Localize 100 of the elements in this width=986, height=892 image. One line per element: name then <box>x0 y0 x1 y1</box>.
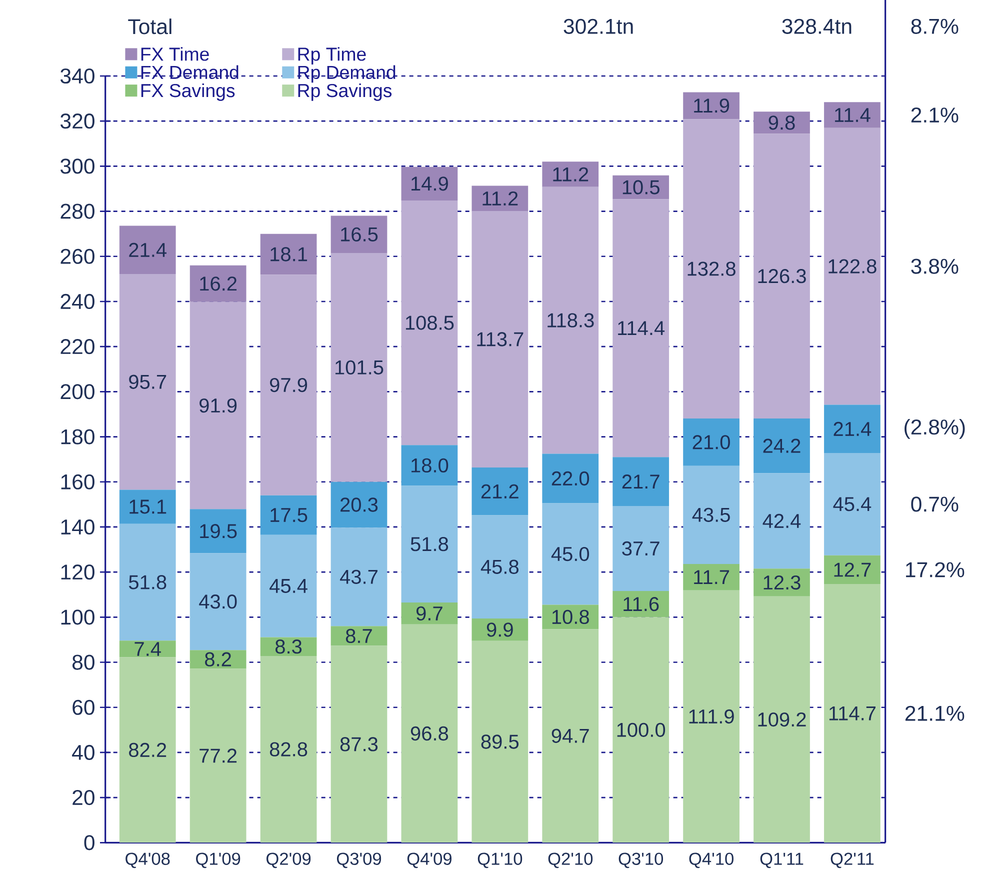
x-tick-label: Q2'11 <box>830 852 874 868</box>
text: 302.1tn <box>564 18 633 34</box>
y-tick-label: 240 <box>60 294 94 310</box>
text: 328.4tn <box>782 18 852 34</box>
data-label: 101.5 <box>335 360 384 374</box>
y-tick-label: 120 <box>61 564 94 580</box>
x-tick-label: Q4'09 <box>407 852 452 868</box>
data-label: 20.3 <box>340 498 378 512</box>
x-tick-label: Q3'10 <box>618 852 664 868</box>
data-label: 9.7 <box>416 606 442 621</box>
data-label: 8.7 <box>346 628 372 644</box>
data-label: 45.4 <box>833 497 872 512</box>
bar <box>472 467 528 516</box>
data-label: 18.1 <box>270 247 308 262</box>
data-label: 77.2 <box>200 748 237 763</box>
data-label: 43.7 <box>340 570 378 584</box>
bar <box>683 119 740 419</box>
data-label: 111.9 <box>689 709 734 724</box>
data-label: 45.0 <box>551 546 590 562</box>
x-tick-label: Q1'09 <box>196 852 240 868</box>
bar <box>542 629 599 843</box>
bar <box>472 618 528 641</box>
bar <box>542 162 599 187</box>
bar <box>824 584 880 843</box>
text: Total <box>128 18 172 34</box>
bar <box>754 418 810 474</box>
legend-label: FX Time <box>141 47 209 61</box>
bar <box>542 503 599 605</box>
bar <box>330 528 388 626</box>
data-label: 82.8 <box>270 742 308 756</box>
y-tick-label: 220 <box>60 339 94 354</box>
bar <box>754 596 810 843</box>
bar <box>260 534 317 638</box>
data-label: 122.8 <box>828 259 876 274</box>
data-label: 126.3 <box>758 269 806 284</box>
x-tick-label: Q1'11 <box>760 852 804 868</box>
bar <box>119 657 176 843</box>
data-label: 9.9 <box>486 622 513 637</box>
bar <box>472 640 528 843</box>
y-tick-label: 60 <box>72 700 94 715</box>
x-tick-label: Q2'09 <box>266 852 311 868</box>
data-label: 108.5 <box>406 316 454 330</box>
bar <box>260 495 317 535</box>
bar <box>401 166 458 200</box>
bar <box>401 602 458 624</box>
data-label: 10.5 <box>622 180 660 194</box>
data-label: 14.9 <box>412 176 448 191</box>
bar <box>824 555 880 584</box>
data-label: 8.2 <box>205 652 231 666</box>
bar <box>612 617 670 843</box>
bar <box>683 466 740 564</box>
data-label: 45.8 <box>480 560 518 574</box>
bar <box>119 274 176 490</box>
bar <box>119 524 176 641</box>
data-label: 96.8 <box>410 726 448 741</box>
data-label: 51.8 <box>128 575 166 590</box>
bar <box>754 112 810 134</box>
bar <box>401 486 458 603</box>
bar <box>119 490 176 524</box>
data-label: 118.3 <box>548 313 594 328</box>
bar <box>683 92 740 120</box>
bar <box>472 211 528 468</box>
data-label: 42.4 <box>762 514 801 528</box>
y-tick-label: 40 <box>72 744 94 760</box>
data-label: 11.2 <box>553 167 588 182</box>
data-label: 9.8 <box>768 116 795 130</box>
data-label: 95.7 <box>129 374 166 389</box>
data-label: 91.9 <box>200 398 237 413</box>
bar <box>190 509 246 554</box>
y-tick-label: 160 <box>61 474 94 490</box>
y-tick-label: 140 <box>61 519 94 535</box>
y-tick-label: 300 <box>60 158 94 174</box>
data-label: 51.8 <box>410 537 448 552</box>
legend-label: FX Demand <box>141 65 238 80</box>
data-label: 89.5 <box>481 734 519 749</box>
bar <box>330 216 388 254</box>
bar <box>401 200 458 446</box>
bar <box>683 590 740 843</box>
y-tick-label: 260 <box>60 248 94 264</box>
bar <box>683 564 740 590</box>
bar <box>683 418 740 466</box>
data-label: 22.0 <box>552 471 590 486</box>
data-label: 19.5 <box>200 524 237 538</box>
bar <box>260 274 317 496</box>
legend-label: Rp Savings <box>298 83 392 101</box>
text: 3.8% <box>911 258 958 274</box>
data-label: 15.1 <box>130 500 166 514</box>
bar <box>260 234 317 275</box>
bar <box>330 253 388 482</box>
bar <box>330 646 388 843</box>
bar <box>542 186 599 454</box>
bar <box>401 445 458 486</box>
data-label: 82.2 <box>129 742 166 758</box>
legend-label: Rp Demand <box>298 65 396 83</box>
bar <box>754 473 810 569</box>
x-tick-label: Q3'09 <box>336 852 382 868</box>
y-tick-label: 100 <box>61 610 94 625</box>
bar <box>612 199 670 458</box>
data-label: 113.7 <box>477 332 524 346</box>
legend-label: Rp Time <box>298 47 366 64</box>
